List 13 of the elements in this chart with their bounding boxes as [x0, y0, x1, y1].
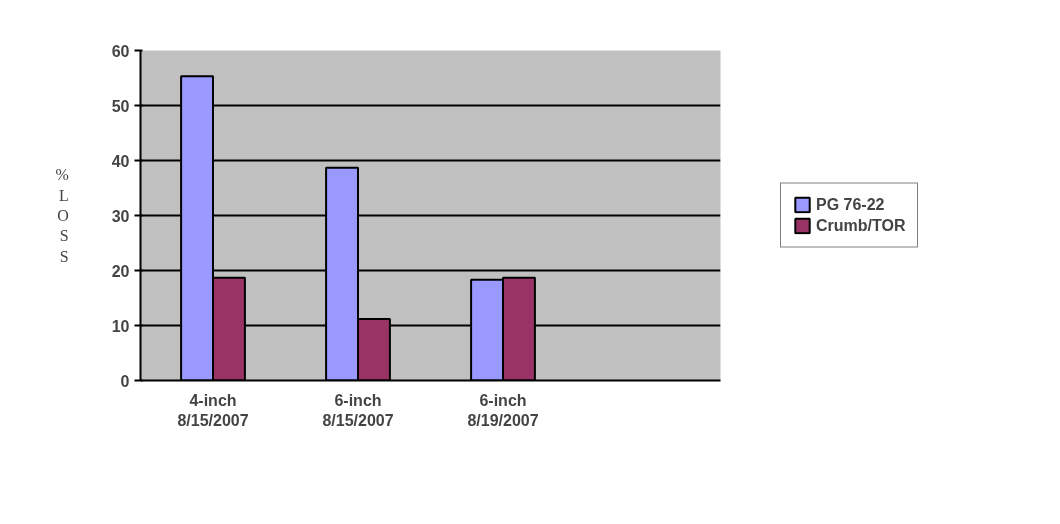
y-tick-label: 20	[111, 262, 130, 280]
legend-label: PG 76-22	[816, 195, 885, 214]
x-tick-label: 6-inch 8/19/2007	[467, 391, 539, 429]
legend-label: Crumb/TOR	[816, 216, 906, 235]
x-tick-label: 4-inch 8/15/2007	[177, 391, 249, 429]
y-tick-label: 50	[111, 97, 130, 115]
x-tick-label: 6-inch 8/15/2007	[322, 391, 394, 429]
y-tick-label: 30	[111, 207, 130, 225]
y-tick-label: 0	[120, 372, 130, 390]
y-tick-label: 10	[111, 317, 130, 335]
y-tick-label: 40	[111, 152, 130, 170]
y-axis-title: %LOSS	[55, 166, 69, 265]
y-tick-label: 60	[111, 42, 130, 60]
